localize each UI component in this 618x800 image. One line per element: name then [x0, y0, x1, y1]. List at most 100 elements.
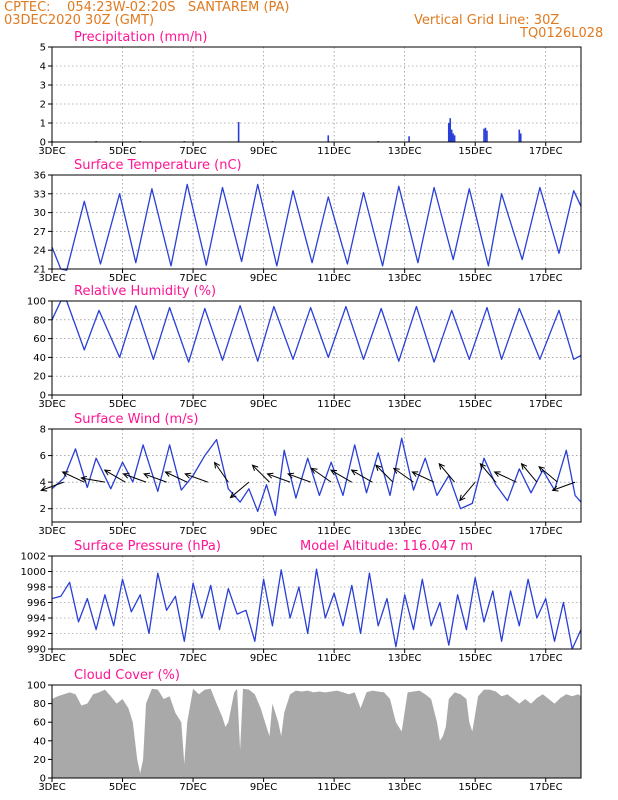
surface-temperature-nc-ytick-label: 30	[33, 208, 46, 219]
precipitation-mm-h-xtick-label: 17DEC	[529, 146, 563, 157]
precipitation-mm-h-bar	[449, 118, 452, 142]
relative-humidity-title: Relative Humidity (%)	[74, 284, 216, 299]
wind-vector	[251, 464, 270, 483]
wind-vector	[392, 467, 414, 483]
surface-pressure-hpa-xtick-label: 7DEC	[179, 653, 206, 664]
header-grid-note: Vertical Grid Line: 30Z	[414, 13, 560, 28]
cloud-cover-area	[52, 688, 581, 778]
surface-wind-m-s-ytick-label: 6	[40, 451, 46, 462]
wind-vector	[479, 462, 497, 483]
precipitation-mm-h-bar	[447, 123, 450, 142]
precipitation-mm-h-xtick-label: 15DEC	[458, 146, 492, 157]
wind-vector-shaft	[351, 469, 373, 483]
wind-vector	[80, 475, 105, 483]
wind-vector-head	[520, 462, 528, 470]
precipitation-mm-h-bar	[452, 133, 454, 142]
precipitation-mm-h-ytick-label: 3	[40, 81, 46, 92]
precipitation-mm-h-ytick-label: 1	[40, 119, 46, 130]
wind-vector-head	[375, 464, 382, 471]
precipitation-mm-h-xtick-label: 9DEC	[250, 146, 277, 157]
surface-temperature-nc-title: Surface Temperature (nC)	[74, 158, 242, 173]
wind-vector	[164, 471, 188, 483]
cloud-cover-frame	[51, 684, 582, 779]
surface-temperature-nc-ytick-label: 36	[33, 171, 46, 182]
wind-vector-head	[184, 472, 192, 479]
wind-vector	[287, 472, 311, 483]
surface-pressure-hpa-ytick-label: 990	[27, 645, 46, 656]
precipitation-mm-h-ytick-label: 5	[40, 43, 46, 54]
wind-vector	[520, 462, 538, 483]
cloud-cover-ytick-label: 0	[40, 774, 46, 785]
cloud-cover-xtick-label: 7DEC	[179, 782, 206, 793]
surface-wind-m-s-xtick-label: 7DEC	[179, 526, 206, 537]
wind-vector-head	[287, 472, 295, 479]
relative-humidity-xtick-label: 9DEC	[250, 399, 277, 410]
wind-vector	[551, 481, 576, 492]
wind-vector	[459, 481, 476, 502]
relative-humidity-ytick-label: 40	[33, 353, 46, 364]
wind-vector	[184, 472, 208, 483]
relative-humidity-xtick-label: 17DEC	[529, 399, 563, 410]
surface-wind-m-s-xtick-label: 9DEC	[250, 526, 277, 537]
precipitation-mm-h-ytick-label: 2	[40, 100, 46, 111]
wind-vector	[375, 464, 394, 483]
cloud-cover-ytick-label: 60	[33, 718, 46, 729]
wind-vector	[266, 472, 291, 483]
surface-wind-m-s-series-line	[51, 437, 582, 517]
precipitation-mm-h-xtick-label: 7DEC	[179, 146, 206, 157]
wind-vector-shaft	[104, 469, 126, 483]
surface-pressure-hpa-xtick-label: 5DEC	[109, 653, 136, 664]
surface-temperature-nc-xtick-label: 7DEC	[179, 273, 206, 284]
relative-humidity-xtick-label: 13DEC	[388, 399, 422, 410]
precipitation-mm-h-ytick-label: 4	[40, 62, 46, 73]
wind-vector-shaft	[375, 464, 394, 483]
wind-vector-head	[213, 461, 221, 469]
wind-vector-head	[459, 494, 466, 502]
surface-pressure-hpa-series-line	[51, 568, 582, 650]
precipitation-mm-h-bar	[519, 133, 522, 142]
surface-pressure-hpa-xtick-label: 3DEC	[38, 653, 65, 664]
header-code: TQ0126L028	[520, 26, 604, 41]
precipitation-mm-h-title: Precipitation (mm/h)	[74, 30, 207, 45]
wind-vector-head	[40, 485, 48, 492]
cloud-cover-xtick-label: 3DEC	[38, 782, 65, 793]
precipitation-mm-h-bar	[408, 136, 410, 142]
wind-vector-shaft	[252, 464, 270, 483]
relative-humidity-xtick-label: 15DEC	[458, 399, 492, 410]
surface-temperature-nc-xtick-label: 15DEC	[458, 273, 492, 284]
surface-pressure-hpa-title: Surface Pressure (hPa)	[74, 539, 221, 554]
wind-vector	[538, 465, 558, 483]
surface-wind-m-s-xtick-label: 15DEC	[458, 526, 492, 537]
surface-pressure-hpa-xtick-label: 9DEC	[250, 653, 277, 664]
wind-vector-head	[392, 467, 400, 474]
cloud-cover-title: Cloud Cover (%)	[74, 668, 180, 683]
wind-vector-head	[80, 475, 88, 482]
wind-vector	[310, 467, 332, 483]
surface-temperature-nc-xtick-label: 13DEC	[388, 273, 422, 284]
wind-vector	[329, 469, 353, 483]
wind-vector-shaft	[214, 462, 229, 483]
surface-temperature-nc-xtick-label: 11DEC	[317, 273, 351, 284]
wind-vector-head	[266, 472, 274, 479]
surface-temperature-nc-series-line	[51, 183, 582, 271]
relative-humidity-xtick-label: 11DEC	[317, 399, 351, 410]
wind-vector-shaft	[287, 473, 311, 483]
precipitation-mm-h-bar	[327, 135, 330, 142]
wind-vector	[438, 462, 456, 483]
precipitation-mm-h-xtick-label: 5DEC	[109, 146, 136, 157]
wind-vector	[493, 471, 517, 483]
precipitation-mm-h-bar	[453, 135, 456, 142]
surface-pressure-hpa-xtick-label: 17DEC	[529, 653, 563, 664]
surface-temperature-nc-ytick-label: 24	[33, 246, 46, 257]
cloud-cover-xtick-label: 17DEC	[529, 782, 563, 793]
wind-vector-head	[538, 465, 546, 473]
wind-vector-shaft	[552, 481, 576, 491]
surface-wind-m-s-ytick-label: 4	[40, 478, 46, 489]
wind-vector-head	[164, 471, 172, 477]
wind-vector-head	[122, 472, 130, 479]
surface-temperature-nc-xtick-label: 9DEC	[250, 273, 277, 284]
wind-vector-shaft	[538, 466, 558, 483]
relative-humidity-series-line	[51, 300, 582, 363]
cloud-cover-ytick-label: 40	[33, 736, 46, 747]
precipitation-mm-h-xtick-label: 13DEC	[388, 146, 422, 157]
